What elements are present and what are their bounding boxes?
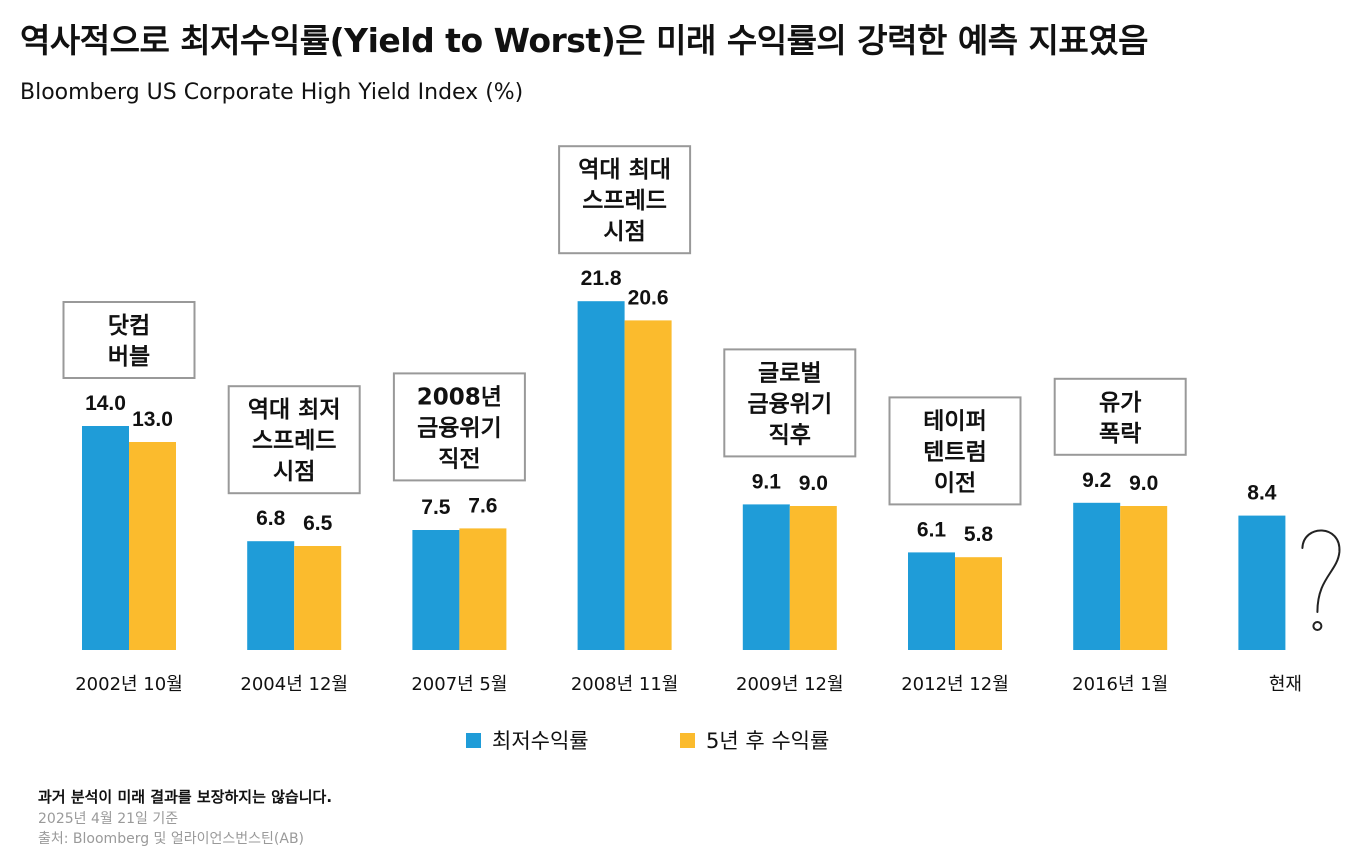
annotation-text-4-0: 글로벌 [758, 360, 821, 386]
annotation-box-5 [888, 396, 1022, 506]
data-label-1-0: 13.0 [132, 408, 173, 431]
data-labels: 14.0 13.0 6.8 6.5 7.5 7.6 21.8 20.6 9.1 9.0 6.1 5.8… [85, 267, 1277, 546]
bar-5y-forward-return-3 [624, 320, 672, 650]
bar-5y-forward-return-0 [129, 442, 176, 650]
annotation-box-0 [62, 301, 196, 379]
annotation-text-4-2: 직후 [769, 422, 811, 448]
bar-5y-forward-return-6 [1120, 506, 1168, 650]
bar-yield-to-worst-3 [577, 301, 625, 650]
data-label-0-5: 6.1 [917, 518, 947, 541]
data-label-1-6: 9.0 [1129, 472, 1158, 495]
annotation-text-2-0: 2008년 [417, 384, 502, 410]
annotation-text-1-2: 시점 [273, 459, 315, 485]
x-tick-label-2: 2007년 5월 [411, 674, 507, 695]
question-mark-icon [1301, 529, 1341, 631]
as-of-date: 2025년 4월 21일 기준 [38, 811, 179, 827]
annotation-text-2-2: 직전 [438, 446, 480, 472]
legend-swatch-1 [680, 733, 695, 748]
annotation-text-2-1: 금융위기 [417, 415, 502, 441]
bar-series [82, 301, 1286, 650]
bar-yield-to-worst-7 [1238, 515, 1286, 650]
bar-yield-to-worst-5 [908, 552, 955, 650]
data-label-0-1: 6.8 [256, 507, 286, 530]
annotation-text-0-0: 닷컴 [108, 313, 150, 339]
annotation-box-3 [558, 145, 692, 255]
chart-title: 역사적으로 최저수익률(Yield to Worst)은 미래 수익률의 강력한… [20, 21, 1149, 60]
x-tick-label-6: 2016년 1월 [1072, 674, 1168, 695]
annotation-text-5-0: 테이퍼 [923, 408, 986, 434]
bar-yield-to-worst-0 [82, 426, 129, 650]
x-tick-label-7: 현재 [1269, 674, 1302, 695]
x-tick-label-0: 2002년 10월 [75, 674, 183, 695]
annotation-text-3-2: 시점 [603, 219, 645, 245]
annotation-text-5-1: 텐트럼 [923, 439, 986, 465]
x-tick-label-5: 2012년 12월 [901, 674, 1009, 695]
question-mark-dot [1312, 621, 1323, 631]
data-label-1-1: 6.5 [303, 512, 333, 535]
x-tick-label-1: 2004년 12월 [240, 674, 348, 695]
legend-label-0: 최저수익률 [492, 729, 589, 753]
data-label-0-0: 14.0 [85, 392, 126, 415]
data-label-1-3: 20.6 [628, 286, 669, 309]
legend: 최저수익률 5년 후 수익률 [466, 729, 829, 753]
bar-yield-to-worst-4 [742, 504, 790, 650]
annotation-text-1-1: 스프레드 [252, 428, 337, 454]
data-label-1-5: 5.8 [964, 523, 994, 546]
disclaimer: 과거 분석이 미래 결과를 보장하지는 않습니다. [38, 788, 333, 806]
annotation-text-3-1: 스프레드 [582, 188, 667, 214]
bar-yield-to-worst-6 [1073, 502, 1121, 650]
legend-swatch-0 [466, 733, 481, 748]
question-mark-curve [1301, 529, 1341, 613]
annotation-text-3-0: 역대 최대 [578, 157, 671, 183]
data-label-0-7: 8.4 [1247, 482, 1277, 505]
annotation-text-4-1: 금융위기 [747, 391, 832, 417]
chart-subtitle: Bloomberg US Corporate High Yield Index … [20, 80, 524, 105]
data-label-0-3: 21.8 [581, 267, 622, 290]
bar-yield-to-worst-1 [247, 541, 295, 650]
source-note: 출처: Bloomberg 및 얼라이언스번스틴(AB) [38, 831, 305, 847]
bar-5y-forward-return-4 [789, 506, 837, 650]
annotation-box-2 [392, 372, 526, 482]
data-label-0-2: 7.5 [421, 496, 451, 519]
annotation-text-6-0: 유가 [1099, 390, 1141, 416]
bar-yield-to-worst-2 [412, 530, 460, 650]
legend-label-1: 5년 후 수익률 [706, 729, 829, 753]
data-label-0-4: 9.1 [752, 470, 782, 493]
annotation-text-6-1: 폭락 [1099, 421, 1141, 447]
annotation-box-6 [1053, 377, 1187, 456]
data-label-1-2: 7.6 [468, 494, 497, 517]
annotation-box-4 [723, 348, 857, 458]
annotation-text-0-1: 버블 [108, 344, 150, 370]
annotation-box-1 [227, 385, 361, 495]
x-tick-label-3: 2008년 11월 [571, 674, 679, 695]
x-axis-tick-labels: 2002년 10월 2004년 12월 2007년 5월 2008년 11월 2009년… [75, 674, 1302, 695]
x-tick-label-4: 2009년 12월 [736, 674, 844, 695]
annotation-text-1-0: 역대 최저 [248, 397, 341, 423]
annotation-text-5-2: 이전 [934, 470, 976, 496]
bar-5y-forward-return-1 [294, 546, 342, 650]
data-label-0-6: 9.2 [1082, 469, 1111, 492]
bar-5y-forward-return-2 [459, 528, 507, 650]
bar-5y-forward-return-5 [955, 557, 1002, 650]
data-label-1-4: 9.0 [799, 472, 828, 495]
